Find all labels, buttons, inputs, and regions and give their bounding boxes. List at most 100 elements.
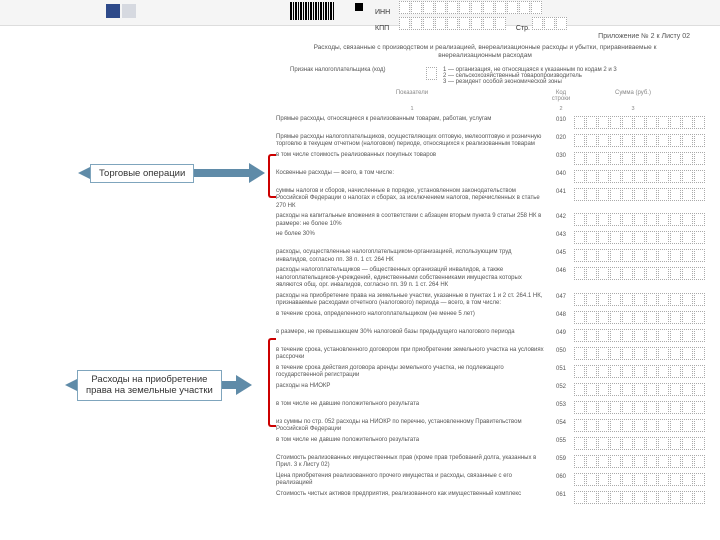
page-title: Приложение № 2 к Листу 02 [270, 33, 690, 40]
row-value [574, 401, 692, 416]
row-code: 041 [548, 188, 574, 195]
row-text: не более 30% [270, 231, 548, 239]
row-code: 042 [548, 213, 574, 220]
form-row: суммы налогов и сборов, начисленные в по… [270, 188, 700, 211]
bracket-land [268, 338, 276, 427]
row-code: 030 [548, 152, 574, 159]
row-value [574, 116, 692, 131]
row-code: 060 [548, 473, 574, 480]
arrow-body [194, 169, 249, 177]
row-code: 020 [548, 134, 574, 141]
taxpayer-row: Признак налогоплательщика (код) 1 — орга… [290, 67, 690, 85]
form-row: Прямые расходы налогоплательщиков, осуще… [270, 134, 700, 149]
form-row: в течение срока, установленного договоро… [270, 347, 700, 362]
row-value [574, 311, 692, 326]
form-row: Косвенные расходы — всего, в том числе:0… [270, 170, 700, 185]
row-text: Стоимость чистых активов предприятия, ре… [270, 491, 548, 499]
rows-container: Прямые расходы, относящиеся к реализован… [270, 116, 700, 506]
row-code: 059 [548, 455, 574, 462]
row-text: суммы налогов и сборов, начисленные в по… [270, 188, 548, 211]
form-row: в течение срока действия договора аренды… [270, 365, 700, 380]
form-row: в том числе не давшие положительного рез… [270, 437, 700, 452]
form-row: не более 30%043 [270, 231, 700, 246]
row-value [574, 419, 692, 434]
row-text: расходы на капитальные вложения в соотве… [270, 213, 548, 228]
taxpayer-label: Признак налогоплательщика (код) [290, 67, 420, 85]
form-row: расходы на НИОКР052 [270, 383, 700, 398]
row-code: 061 [548, 491, 574, 498]
row-value [574, 347, 692, 362]
row-text: Прямые расходы, относящиеся к реализован… [270, 116, 548, 124]
row-value [574, 267, 692, 282]
row-value [574, 188, 692, 203]
form-page: Приложение № 2 к Листу 02 Расходы, связа… [270, 25, 700, 509]
row-code: 043 [548, 231, 574, 238]
row-code: 052 [548, 383, 574, 390]
arrow-body [222, 381, 236, 389]
bracket-trade [268, 154, 276, 198]
column-nums: 1 2 3 [276, 106, 692, 112]
row-code: 040 [548, 170, 574, 177]
arrow-head-icon [236, 375, 252, 395]
form-row: из суммы по стр. 052 расходы на НИОКР по… [270, 419, 700, 434]
row-value [574, 152, 692, 167]
row-value [574, 365, 692, 380]
row-text: в течение срока, установленного договоро… [270, 347, 548, 362]
row-value [574, 293, 692, 308]
row-text: расходы, осуществленные налогоплательщик… [270, 249, 548, 264]
arrow-land: Расходы на приобретениеправа на земельны… [65, 370, 252, 401]
arrow-label-trade: Торговые операции [90, 164, 194, 183]
row-text: Косвенные расходы — всего, в том числе: [270, 170, 548, 178]
inn-label: ИНН [375, 9, 397, 16]
row-text: расходы на приобретение права на земельн… [270, 293, 548, 308]
form-row: в том числе стоимость реализованных поку… [270, 152, 700, 167]
row-value [574, 473, 692, 488]
page-subtitle: Расходы, связанные с производством и реа… [290, 44, 680, 61]
arrow-label-land: Расходы на приобретениеправа на земельны… [77, 370, 222, 401]
row-value [574, 383, 692, 398]
row-code: 049 [548, 329, 574, 336]
row-value [574, 134, 692, 149]
arrow-tail-icon [78, 167, 90, 179]
form-row: расходы налогоплательщиков — общественны… [270, 267, 700, 290]
form-row: расходы на капитальные вложения в соотве… [270, 213, 700, 228]
row-code: 047 [548, 293, 574, 300]
row-value [574, 455, 692, 470]
row-code: 010 [548, 116, 574, 123]
row-value [574, 249, 692, 264]
inn-boxes [399, 1, 542, 14]
form-row: в течение срока, определенного налогопла… [270, 311, 700, 326]
row-value [574, 329, 692, 344]
barcode [290, 2, 334, 20]
row-text: Цена приобретения реализованного прочего… [270, 473, 548, 488]
row-value [574, 170, 692, 185]
opt: 3 — резидент особой экономической зоны [443, 79, 690, 85]
row-text: в течение срока действия договора аренды… [270, 365, 548, 380]
form-row: расходы на приобретение права на земельн… [270, 293, 700, 308]
row-value [574, 213, 692, 228]
form-row: в размере, не превышающем 30% налоговой … [270, 329, 700, 344]
row-text: в том числе не давшие положительного рез… [270, 437, 548, 445]
row-text: расходы на НИОКР [270, 383, 548, 391]
row-code: 051 [548, 365, 574, 372]
row-value [574, 491, 692, 506]
row-code: 048 [548, 311, 574, 318]
row-text: в размере, не превышающем 30% налоговой … [270, 329, 548, 337]
row-code: 053 [548, 401, 574, 408]
row-value [574, 437, 692, 452]
form-row: расходы, осуществленные налогоплательщик… [270, 249, 700, 264]
form-row: Стоимость реализованных имущественных пр… [270, 455, 700, 470]
row-code: 045 [548, 249, 574, 256]
row-text: из суммы по стр. 052 расходы на НИОКР по… [270, 419, 548, 434]
row-code: 054 [548, 419, 574, 426]
accent-square-light [122, 4, 136, 18]
row-code: 050 [548, 347, 574, 354]
arrow-tail-icon [65, 379, 77, 391]
row-value [574, 231, 692, 246]
form-row: Цена приобретения реализованного прочего… [270, 473, 700, 488]
accent-square [106, 4, 120, 18]
row-text: Прямые расходы налогоплательщиков, осуще… [270, 134, 548, 149]
form-row: Прямые расходы, относящиеся к реализован… [270, 116, 700, 131]
column-headers: Показатели Код строки Сумма (руб.) [276, 90, 692, 102]
row-text: Стоимость реализованных имущественных пр… [270, 455, 548, 470]
